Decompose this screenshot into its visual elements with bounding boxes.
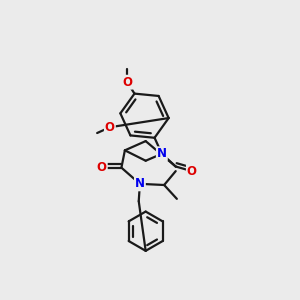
Text: O: O [187,165,197,178]
Text: N: N [157,147,167,160]
Text: O: O [105,121,115,134]
Text: O: O [122,76,132,89]
Text: N: N [135,177,145,190]
Text: O: O [97,161,107,174]
